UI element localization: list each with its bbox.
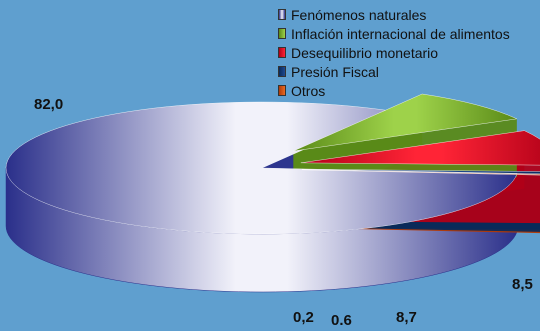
legend-item-fenomenos: Fenómenos naturales: [278, 5, 510, 24]
legend-item-otros: Otros: [278, 81, 510, 100]
legend-label: Fenómenos naturales: [291, 6, 427, 23]
legend-item-presion: Presión Fiscal: [278, 62, 510, 81]
pie-slice-fenomenos: [5, 101, 518, 235]
pie-slice-inflacion: [293, 93, 518, 152]
legend-label: Otros: [291, 82, 326, 99]
legend-swatch: [278, 47, 286, 58]
legend-item-desequilibrio: Desequilibrio monetario: [278, 43, 510, 62]
legend-swatch: [278, 28, 286, 39]
legend-swatch: [278, 9, 286, 20]
data-label-inflacion: 8,5: [512, 276, 533, 293]
data-label-fenomenos: 82,0: [34, 96, 64, 113]
legend-item-inflacion: Inflación internacional de alimentos: [278, 24, 510, 43]
data-label-presion: 0.6: [331, 312, 352, 329]
pie-slice-desequilibrio: [300, 130, 540, 166]
legend-label: Desequilibrio monetario: [291, 44, 439, 61]
legend-label: Inflación internacional de alimentos: [291, 25, 510, 42]
legend-swatch: [278, 66, 286, 77]
data-label-otros: 0,2: [293, 309, 314, 326]
chart-legend: Fenómenos naturales Inflación internacio…: [278, 5, 510, 100]
pie-slice-presion: [301, 169, 540, 175]
legend-swatch: [278, 85, 286, 96]
data-label-desequilibrio: 8,7: [396, 309, 417, 326]
legend-label: Presión Fiscal: [291, 63, 379, 80]
